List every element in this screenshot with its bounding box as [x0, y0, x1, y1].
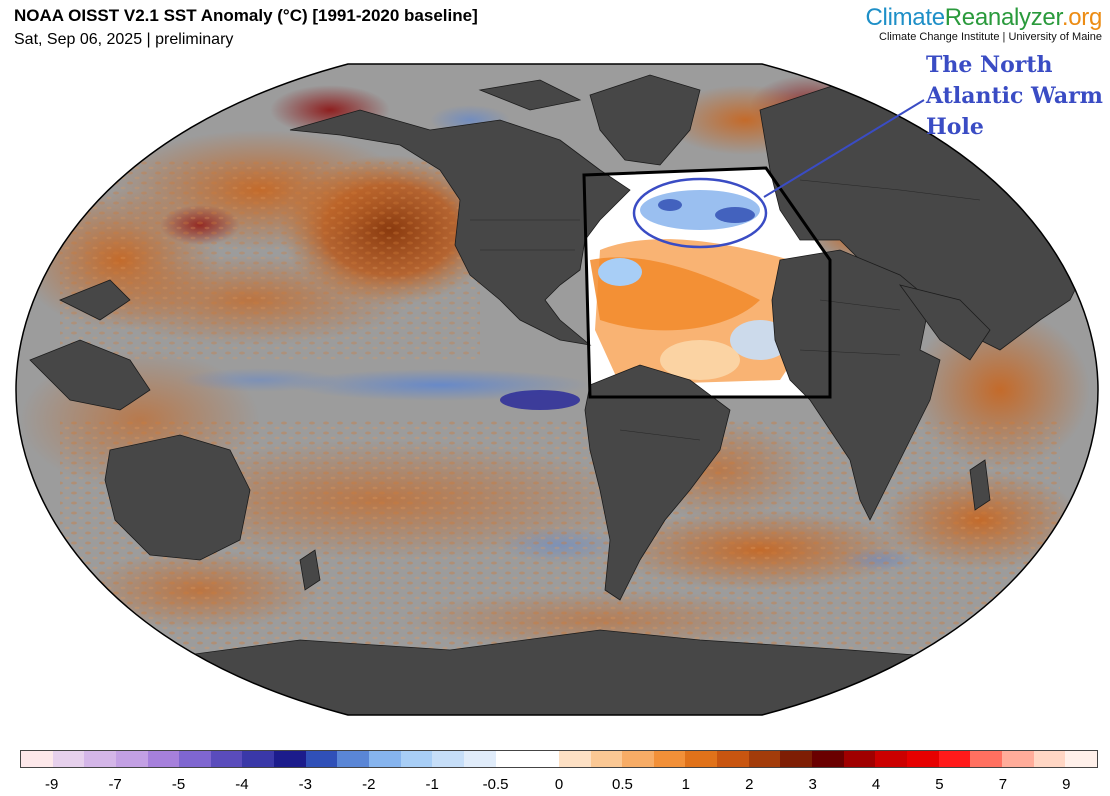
brand-logo[interactable]: ClimateReanalyzer.org Climate Change Ins… — [866, 4, 1103, 43]
sst-anomaly-map — [15, 63, 1099, 716]
brand-word-org: .org — [1061, 4, 1102, 31]
color-swatch — [748, 751, 781, 767]
color-swatch — [812, 751, 844, 767]
color-swatch — [717, 751, 749, 767]
land-australia — [104, 434, 251, 561]
color-swatch — [653, 751, 686, 767]
land-masses — [29, 74, 1091, 715]
color-swatch — [527, 751, 559, 767]
color-swatch — [432, 751, 464, 767]
color-swatch — [21, 751, 53, 767]
color-scale-tick: -9 — [45, 776, 59, 793]
color-swatch — [242, 751, 275, 767]
north-atlantic-box — [582, 166, 832, 399]
annotation-line-2: Atlantic Warm — [926, 83, 1103, 109]
color-swatch — [685, 751, 718, 767]
map-title: NOAA OISST V2.1 SST Anomaly (°C) [1991-2… — [14, 6, 478, 25]
color-swatch — [495, 751, 528, 767]
color-scale-tick: -0.5 — [482, 776, 509, 793]
globe-outline — [15, 63, 1099, 716]
color-swatch — [274, 751, 306, 767]
color-scale-tick: 5 — [935, 776, 944, 793]
color-swatch — [1033, 751, 1066, 767]
color-swatch — [1065, 751, 1097, 767]
brand-wordmark: ClimateReanalyzer.org — [866, 4, 1103, 32]
color-swatch — [780, 751, 813, 767]
color-scale-tick: 2 — [745, 776, 754, 793]
color-swatch — [875, 751, 907, 767]
color-swatch — [400, 751, 433, 767]
color-swatch — [147, 751, 180, 767]
color-scale-tick: -5 — [171, 776, 186, 793]
color-swatch — [369, 751, 401, 767]
north-atlantic-inset — [584, 168, 830, 397]
annotation-pointer-line — [763, 99, 925, 198]
map-date-subtitle: Sat, Sep 06, 2025 | preliminary — [14, 31, 234, 48]
annotation-line-1: The North — [926, 52, 1053, 78]
color-swatch — [305, 751, 338, 767]
land-north-america — [289, 109, 631, 346]
color-swatch — [210, 751, 243, 767]
color-swatch — [558, 751, 591, 767]
color-swatch — [84, 751, 116, 767]
color-swatch — [337, 751, 370, 767]
color-scale-tick: 1 — [681, 776, 690, 793]
color-swatch — [463, 751, 496, 767]
land-south-america — [584, 364, 731, 601]
brand-subline: Climate Change Institute | University of… — [879, 31, 1102, 43]
land-antarctica — [99, 629, 1001, 715]
color-scale-tick: 0.5 — [611, 776, 633, 793]
color-swatch — [179, 751, 211, 767]
globe — [16, 64, 1098, 715]
color-scale-tick: 7 — [998, 776, 1008, 793]
color-scale-tick: 0 — [554, 776, 564, 793]
warm-hole-annotation: The North Atlantic Warm Hole — [926, 50, 1106, 143]
color-swatch — [843, 751, 876, 767]
color-scale-ticks: -9 -7 -5 -4 -3 -2 -1 -0.5 0 0.5 1 2 3 4 5 7 9 — [0, 776, 1110, 796]
color-scale-tick: -7 — [108, 776, 122, 793]
borders — [470, 179, 981, 441]
color-swatch — [906, 751, 939, 767]
color-scale-tick: -4 — [235, 776, 249, 793]
color-swatch — [1001, 751, 1034, 767]
color-swatch — [52, 751, 85, 767]
land-greenland — [589, 74, 701, 166]
color-scale-tick: 9 — [1062, 776, 1071, 793]
color-swatch — [590, 751, 623, 767]
color-scale-tick: -3 — [298, 776, 313, 793]
color-swatch — [938, 751, 971, 767]
color-swatch — [622, 751, 654, 767]
color-scale-tick: -2 — [362, 776, 376, 793]
brand-word-climate: Climate — [865, 4, 946, 31]
color-swatch — [970, 751, 1002, 767]
color-scale-tick: -1 — [425, 776, 439, 793]
color-scale-tick: 4 — [871, 776, 881, 793]
color-swatch — [115, 751, 148, 767]
color-scale-tick: 3 — [808, 776, 817, 793]
color-scale-bar — [20, 750, 1098, 768]
warm-hole-circle — [632, 177, 768, 249]
annotation-line-3: Hole — [926, 114, 984, 140]
brand-word-reanalyzer: Reanalyzer — [944, 4, 1062, 31]
